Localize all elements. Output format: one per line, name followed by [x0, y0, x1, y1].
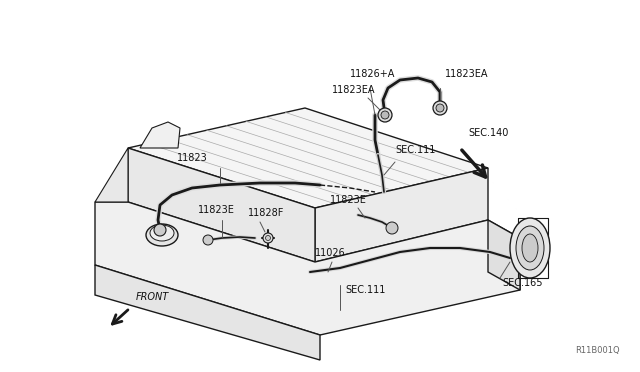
Circle shape — [263, 233, 273, 243]
Polygon shape — [95, 202, 520, 335]
Polygon shape — [95, 265, 320, 360]
Polygon shape — [488, 220, 520, 290]
Polygon shape — [315, 168, 488, 262]
Ellipse shape — [146, 224, 178, 246]
Polygon shape — [140, 122, 180, 148]
Text: 11823EA: 11823EA — [445, 69, 488, 79]
Ellipse shape — [150, 225, 174, 241]
Circle shape — [203, 235, 213, 245]
Polygon shape — [128, 148, 315, 262]
Text: 11823: 11823 — [177, 153, 207, 163]
Text: 11026: 11026 — [315, 248, 346, 258]
Polygon shape — [128, 108, 488, 208]
Polygon shape — [95, 148, 128, 202]
Text: SEC.165: SEC.165 — [502, 278, 543, 288]
Text: 11823EA: 11823EA — [332, 85, 376, 95]
Text: FRONT: FRONT — [136, 292, 169, 302]
Text: 11826+A: 11826+A — [350, 69, 396, 79]
Text: 11823E: 11823E — [330, 195, 367, 205]
Text: SEC.111: SEC.111 — [395, 145, 435, 155]
Ellipse shape — [516, 226, 544, 270]
Circle shape — [266, 235, 271, 241]
Circle shape — [436, 104, 444, 112]
Text: 11828F: 11828F — [248, 208, 284, 218]
Text: SEC.140: SEC.140 — [468, 128, 508, 138]
Circle shape — [386, 222, 398, 234]
Circle shape — [381, 111, 389, 119]
Text: R11B001Q: R11B001Q — [575, 346, 620, 355]
Text: 11823E: 11823E — [198, 205, 235, 215]
Circle shape — [378, 108, 392, 122]
Ellipse shape — [510, 218, 550, 278]
Circle shape — [433, 101, 447, 115]
Ellipse shape — [522, 234, 538, 262]
Circle shape — [154, 224, 166, 236]
Text: SEC.111: SEC.111 — [345, 285, 385, 295]
